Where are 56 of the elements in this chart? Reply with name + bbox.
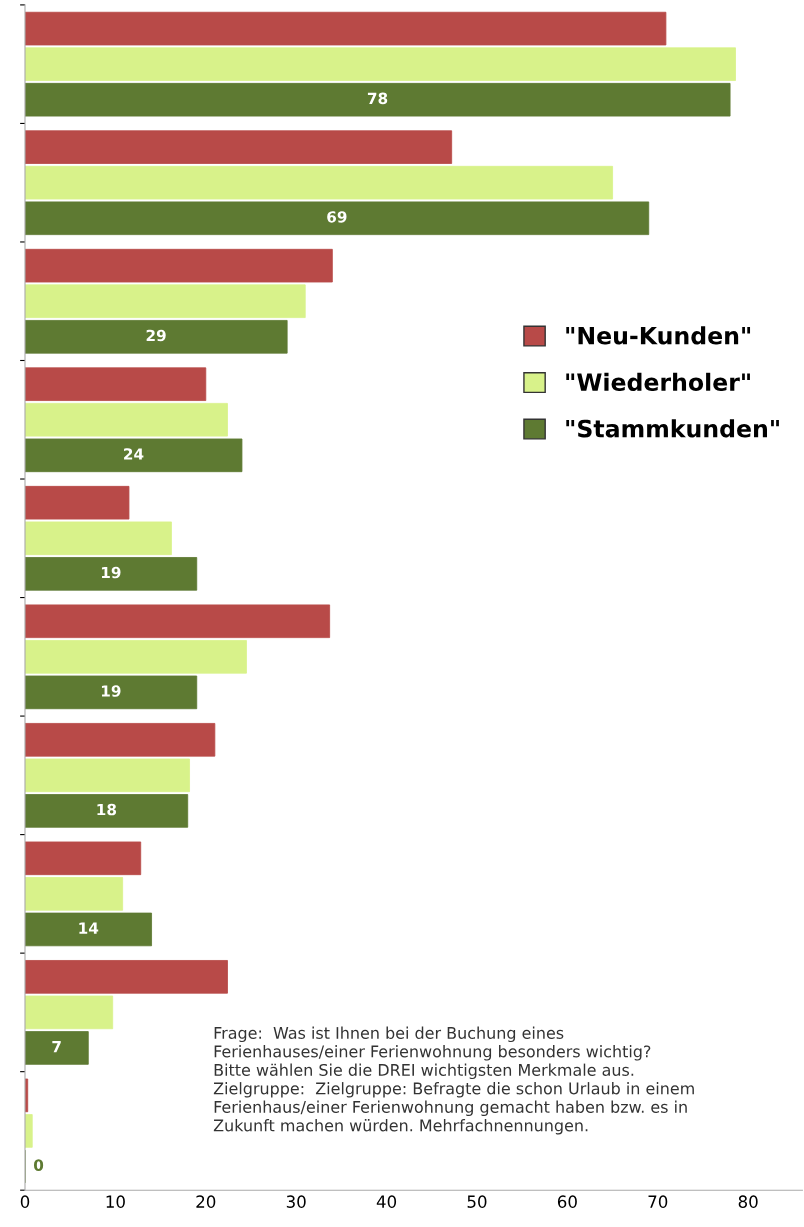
- bar: [25, 402, 228, 437]
- bar: [25, 1114, 33, 1148]
- bar: [25, 521, 172, 556]
- bar: [25, 877, 124, 911]
- x-tick-label: 0: [20, 1195, 30, 1208]
- bar: [25, 47, 736, 81]
- bar: [25, 758, 190, 793]
- bar: [25, 1031, 89, 1065]
- x-tick-label: 40: [376, 1195, 397, 1208]
- bar: [25, 284, 306, 319]
- bar: [25, 82, 731, 117]
- annotation: Zielgruppe: Zielgruppe: Befragte die schon Urlaub in einem: [213, 1082, 694, 1098]
- bar: [25, 485, 130, 520]
- x-tick-label: 60: [557, 1195, 577, 1208]
- bar: [25, 438, 243, 473]
- annotation: Ferienhaus/einer Ferienwohnung gemacht haben bzw. es in: [214, 1100, 687, 1117]
- bar: [25, 11, 667, 46]
- bar: [25, 367, 207, 401]
- data-label: 24: [124, 448, 144, 460]
- data-label: 19: [101, 685, 121, 697]
- bar: [25, 841, 142, 876]
- data-label: 14: [79, 922, 99, 934]
- annotation: Frage: Was ist Ihnen bei der Buchung eines: [214, 1026, 564, 1043]
- bar: [25, 248, 333, 283]
- legend-label: "Wiederholer": [566, 372, 750, 392]
- bar: [25, 675, 198, 710]
- bar: [25, 794, 189, 828]
- data-label: 78: [367, 92, 388, 105]
- bar: [25, 557, 198, 591]
- bar: [25, 604, 331, 639]
- data-label: 69: [327, 211, 347, 223]
- legend-label: "Neu-Kunden": [566, 326, 751, 345]
- bar: [25, 130, 453, 164]
- data-label: 0: [33, 1159, 44, 1171]
- annotation: Zukunft machen würden. Mehrfachnennungen.: [213, 1119, 588, 1135]
- bar: [25, 640, 247, 674]
- bar: [25, 995, 114, 1030]
- annotation: Bitte wählen Sie die DREI wichtigsten Merkmale aus.: [214, 1063, 634, 1080]
- bar: [25, 320, 288, 354]
- x-tick-label: 10: [106, 1195, 125, 1208]
- data-label: 18: [97, 803, 117, 816]
- annotation: Ferienhauses/einer Ferienwohnung besonders wichtig?: [214, 1045, 651, 1061]
- bar: [25, 912, 152, 947]
- data-label: 7: [52, 1041, 61, 1053]
- bar: [25, 960, 228, 994]
- x-tick-label: 80: [738, 1195, 758, 1208]
- bar: [25, 165, 613, 200]
- bar: [25, 201, 650, 236]
- x-tick-label: 50: [467, 1195, 487, 1208]
- bar: [25, 723, 216, 757]
- legend-label: "Stammkunden": [566, 419, 779, 438]
- x-tick-label: 30: [286, 1195, 306, 1208]
- x-tick-label: 20: [196, 1195, 216, 1208]
- x-tick-label: 70: [648, 1195, 668, 1208]
- data-label: 29: [146, 329, 166, 342]
- data-label: 19: [101, 566, 121, 579]
